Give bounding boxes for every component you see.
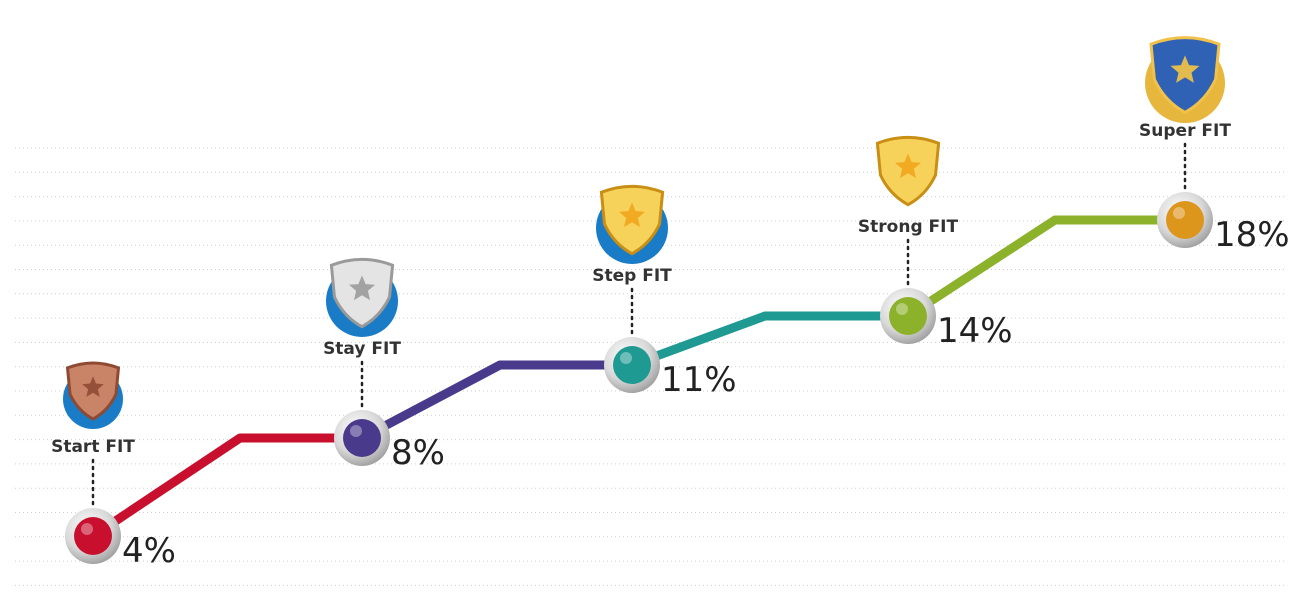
node xyxy=(74,517,112,555)
node xyxy=(889,297,927,335)
step-label: Stay FIT xyxy=(323,339,401,359)
connector xyxy=(632,316,908,365)
step-value: 14% xyxy=(937,311,1013,351)
node-shine xyxy=(1173,207,1185,219)
step-label: Start FIT xyxy=(51,437,135,457)
node xyxy=(1166,201,1204,239)
step-value: 4% xyxy=(122,531,176,571)
step-value: 11% xyxy=(661,360,737,400)
step: Super FIT 18% xyxy=(1139,38,1290,255)
step: Strong FIT 14% xyxy=(858,137,1013,351)
step-label: Super FIT xyxy=(1139,121,1231,141)
step-label: Strong FIT xyxy=(858,217,959,237)
node-shine xyxy=(896,303,908,315)
node xyxy=(613,346,651,384)
step: Step FIT 11% xyxy=(592,186,736,400)
node-shine xyxy=(620,352,632,364)
node-shine xyxy=(350,425,362,437)
step-value: 18% xyxy=(1214,215,1290,255)
node xyxy=(343,419,381,457)
node-shine xyxy=(81,523,93,535)
infographic: Start FIT 4% Stay FIT 8% Step FIT 11% Strong F… xyxy=(0,0,1292,608)
connector xyxy=(362,365,632,438)
step: Start FIT 4% xyxy=(51,363,176,571)
step-label: Step FIT xyxy=(592,266,672,286)
step: Stay FIT 8% xyxy=(323,259,445,473)
step-value: 8% xyxy=(391,433,445,473)
